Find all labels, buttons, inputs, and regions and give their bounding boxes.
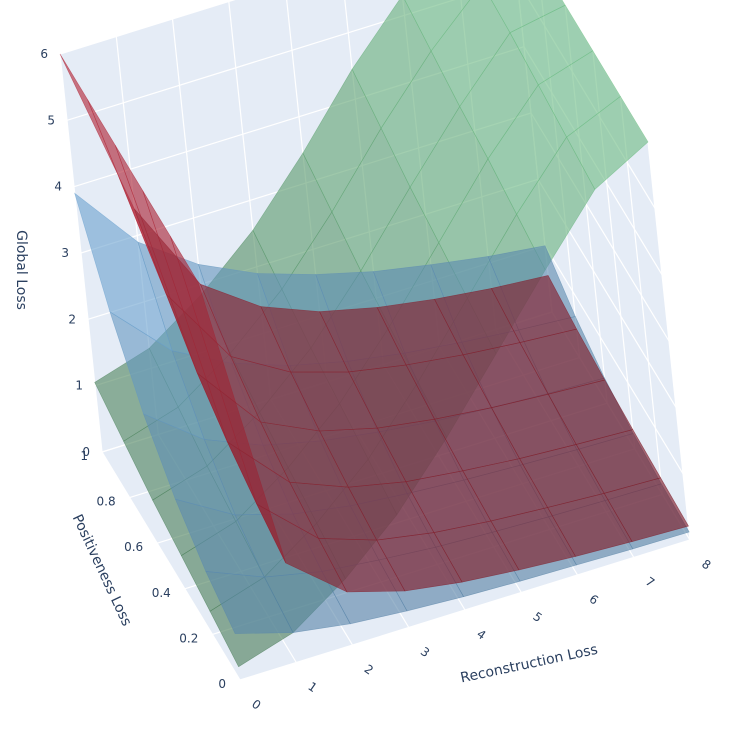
y-tick-label: 1	[80, 449, 88, 463]
surface-cell	[430, 0, 511, 108]
y-tick-label: 0.4	[152, 586, 171, 600]
x-tick-label: 2	[362, 662, 376, 678]
y-tick-label: 0.8	[97, 495, 116, 509]
surface-3	[59, 53, 689, 593]
z-tick-label: 2	[68, 312, 76, 326]
surface-cell	[404, 0, 471, 52]
z-tick-label: 6	[40, 47, 48, 61]
surface-cell	[351, 0, 432, 129]
z-tick-label: 1	[75, 379, 83, 393]
x-tick-label: 5	[530, 609, 544, 625]
back-gridline-z	[59, 0, 236, 55]
y-tick-label: 0.2	[179, 631, 198, 645]
z-axis-title: Global Loss	[13, 230, 29, 310]
x-tick-label: 6	[587, 592, 601, 608]
x-axis-title: Reconstruction Loss	[459, 642, 599, 687]
x-tick-label: 8	[699, 557, 713, 573]
side-gridline-z	[544, 245, 684, 475]
x-tick-label: 4	[474, 627, 488, 643]
x-tick-label: 7	[643, 574, 657, 590]
surface-cell	[491, 0, 566, 34]
z-tick-label: 0	[82, 445, 90, 459]
y-tick-label: 0.6	[124, 540, 143, 554]
surfaces	[59, 0, 690, 668]
floor-gridline-y	[239, 539, 691, 681]
y-axis-title: Positiveness Loss	[69, 512, 135, 629]
floor-gridline-x	[101, 451, 241, 681]
z-tick-label: 3	[61, 246, 69, 260]
x-tick-label: 0	[249, 697, 263, 713]
y-tick-label: 0	[218, 677, 226, 691]
surface-cell	[490, 275, 578, 343]
x-tick-label: 1	[305, 679, 319, 695]
z-tick-label: 5	[47, 113, 55, 127]
x-tick-label: 3	[418, 644, 432, 660]
z-tick-label: 4	[54, 180, 62, 194]
